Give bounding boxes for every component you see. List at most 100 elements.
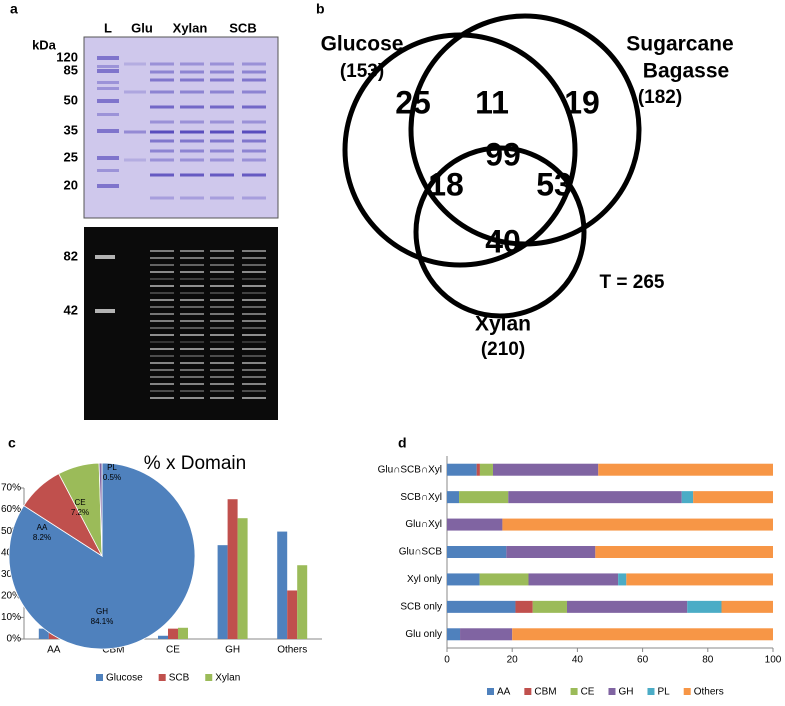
pie-label: GH [96, 607, 108, 616]
x-tick-label: GH [225, 645, 240, 656]
y-tick-label: Glu∩SCB∩Xyl [378, 464, 442, 475]
bar [158, 636, 168, 639]
bar-segment [447, 546, 506, 558]
ladder-band [97, 99, 119, 103]
protein-band [150, 121, 174, 124]
zymogram-band [210, 299, 234, 301]
bar [218, 545, 228, 639]
bar [168, 629, 178, 639]
protein-band [210, 197, 234, 200]
zymogram-band [150, 397, 174, 399]
zymogram-band [180, 257, 204, 259]
pie-label: CE [74, 498, 85, 507]
zymogram-band [150, 250, 174, 252]
bar [178, 628, 188, 639]
marker-label: 82 [64, 248, 78, 263]
protein-band [180, 71, 204, 74]
y-tick-label: SCB∩Xyl [400, 492, 442, 503]
marker-label: 42 [64, 302, 78, 317]
zymogram-band [180, 383, 204, 385]
gel-unit: kDa [32, 37, 57, 52]
protein-band [124, 159, 146, 162]
ladder-band [95, 255, 115, 259]
ladder-band [97, 65, 119, 68]
pie-value-label: 0.5% [103, 473, 121, 482]
zymogram-band [242, 383, 266, 385]
protein-band [242, 91, 266, 94]
zymogram-band [150, 383, 174, 385]
zymogram-band [210, 250, 234, 252]
zymogram-band [210, 278, 234, 280]
ladder-band [97, 184, 119, 188]
protein-band [210, 106, 234, 109]
protein-band [210, 150, 234, 153]
legend-label: Others [694, 687, 724, 698]
zymogram-band [180, 376, 204, 378]
zymogram-band [180, 285, 204, 287]
protein-band [210, 131, 234, 134]
protein-band [242, 197, 266, 200]
marker-label: 50 [64, 92, 78, 107]
zymogram-band [180, 348, 204, 350]
zymogram-band [180, 306, 204, 308]
zymogram-band [150, 334, 174, 336]
y-tick-label: 70% [1, 483, 21, 494]
zymogram-band [210, 362, 234, 364]
bar-segment [682, 491, 693, 503]
zymogram-band [210, 334, 234, 336]
protein-band [210, 91, 234, 94]
protein-band [242, 150, 266, 153]
zymogram-band [242, 397, 266, 399]
zymogram-band [210, 376, 234, 378]
marker-label: 25 [64, 149, 78, 164]
bar-segment [693, 491, 773, 503]
protein-band [180, 197, 204, 200]
venn-count: 11 [475, 84, 509, 120]
bar-segment [447, 601, 515, 613]
legend-label: Xylan [215, 673, 240, 684]
zymogram-band [150, 313, 174, 315]
protein-band [242, 71, 266, 74]
bar-segment [480, 573, 529, 585]
protein-band [210, 159, 234, 162]
protein-band [150, 159, 174, 162]
x-tick-label: 60 [637, 655, 649, 666]
zymogram-band [180, 334, 204, 336]
marker-label: 35 [64, 122, 78, 137]
x-tick-label: 80 [702, 655, 714, 666]
zymogram-band [150, 341, 174, 343]
zymogram-band [150, 376, 174, 378]
bar-segment [447, 519, 502, 531]
zymogram-band [150, 348, 174, 350]
x-tick-label: AA [47, 645, 61, 656]
protein-band [242, 121, 266, 124]
protein-band [124, 131, 146, 134]
zymogram-band [150, 355, 174, 357]
zymogram-band [210, 320, 234, 322]
zymogram-band [180, 271, 204, 273]
zymogram-band [242, 292, 266, 294]
venn-set-name: Sugarcane [626, 33, 733, 56]
zymogram-band [242, 334, 266, 336]
bar-segment [533, 601, 567, 613]
pie-value-label: 7.2% [71, 508, 89, 517]
zymogram-band [242, 264, 266, 266]
venn-set-total: (210) [481, 339, 525, 360]
lane-label: Glu [131, 20, 153, 35]
legend-swatch [608, 688, 615, 695]
bar-segment [512, 628, 773, 640]
legend-label: AA [497, 687, 511, 698]
protein-band [150, 106, 174, 109]
protein-band [180, 150, 204, 153]
protein-band [242, 79, 266, 82]
ladder-band [97, 69, 119, 73]
zymogram-band [210, 313, 234, 315]
venn-set-total: (182) [638, 87, 682, 108]
bar-segment [567, 601, 687, 613]
legend-swatch [159, 674, 166, 681]
venn-set-name: Bagasse [643, 60, 729, 83]
protein-band [210, 174, 234, 177]
zymogram-band [180, 341, 204, 343]
bar-segment [598, 464, 773, 476]
